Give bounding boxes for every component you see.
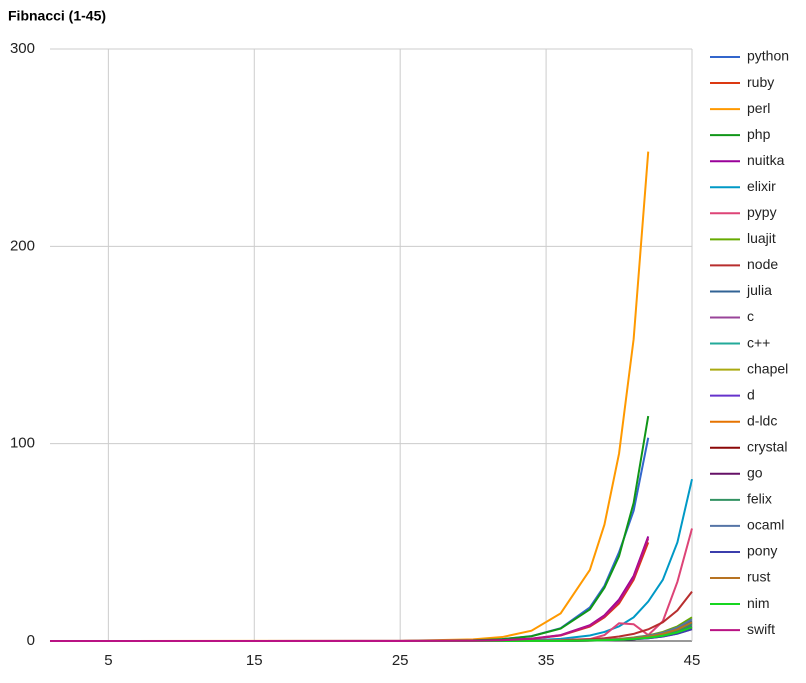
legend-label: chapel: [747, 360, 788, 376]
legend-label: felix: [747, 491, 772, 507]
legend-label: nuitka: [747, 152, 785, 168]
y-tick-label: 100: [10, 435, 35, 452]
series-line: [50, 478, 693, 642]
y-tick-label: 0: [27, 632, 35, 649]
series-line: [49, 415, 650, 642]
legend-label: swift: [747, 621, 775, 637]
x-tick-label: 5: [104, 652, 112, 669]
series-line: [49, 538, 650, 642]
legend-label: ruby: [747, 74, 774, 90]
legend-label: c: [747, 308, 754, 324]
x-tick-label: 35: [538, 652, 555, 669]
legend-label: go: [747, 465, 763, 481]
y-tick-label: 200: [10, 237, 35, 254]
y-tick-label: 300: [10, 40, 35, 57]
x-tick-label: 15: [246, 652, 263, 669]
x-tick-label: 45: [684, 652, 701, 669]
legend-label: php: [747, 126, 771, 142]
legend-label: node: [747, 256, 778, 272]
legend-label: d-ldc: [747, 412, 777, 428]
series-line: [49, 437, 650, 642]
legend-label: python: [747, 48, 789, 64]
legend-label: luajit: [747, 230, 776, 246]
legend-label: julia: [746, 282, 772, 298]
legend-label: pony: [747, 543, 777, 559]
series-line: [49, 536, 650, 642]
legend-label: c++: [747, 334, 770, 350]
legend-label: pypy: [747, 204, 777, 220]
series-line: [49, 528, 693, 642]
legend-label: ocaml: [747, 517, 784, 533]
legend-label: nim: [747, 595, 770, 611]
legend-label: perl: [747, 100, 770, 116]
x-tick-label: 25: [392, 652, 409, 669]
series-line: [49, 541, 650, 642]
legend-label: rust: [747, 569, 770, 585]
legend-label: d: [747, 386, 755, 402]
series-line: [49, 151, 650, 642]
legend-label: crystal: [747, 438, 787, 454]
chart-title: Fibnacci (1-45): [8, 8, 106, 24]
legend-label: elixir: [747, 178, 776, 194]
